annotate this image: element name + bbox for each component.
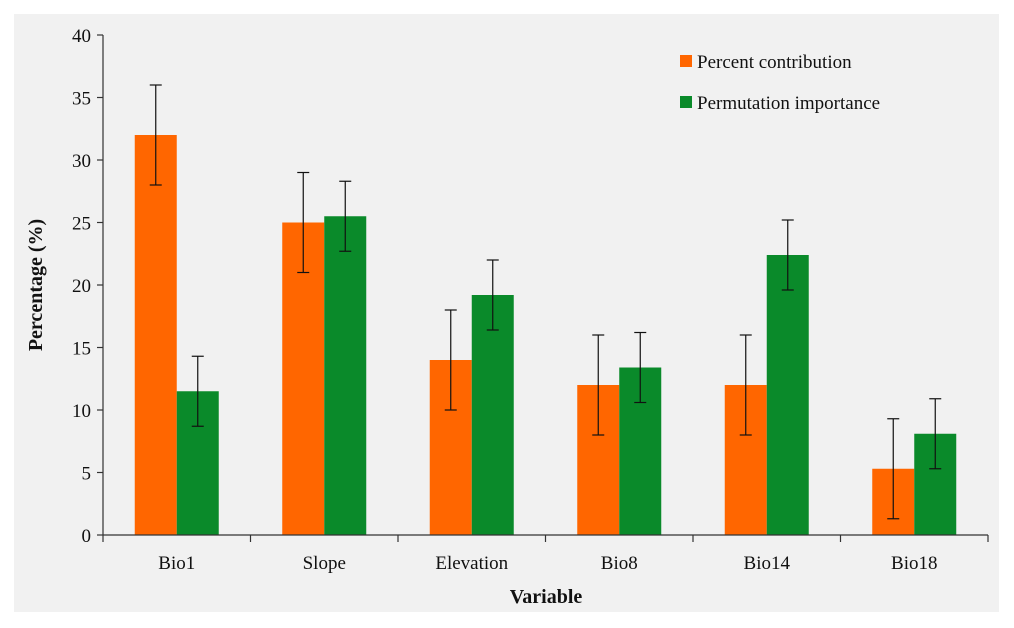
- legend-swatch: [680, 55, 692, 67]
- x-tick-label: Bio18: [891, 553, 937, 574]
- y-tick-label: 0: [82, 526, 92, 547]
- x-tick-label: Bio8: [601, 553, 638, 574]
- x-tick-label: Bio14: [744, 553, 791, 574]
- bar-percent-contribution-bio1: [134, 135, 177, 535]
- y-tick-label: 5: [82, 464, 92, 485]
- y-axis-title: Percentage (%): [25, 219, 47, 351]
- y-tick-label: 15: [72, 339, 91, 360]
- y-tick-label: 25: [72, 214, 91, 235]
- bar-percent-contribution-slope: [282, 222, 325, 535]
- y-tick-label: 10: [72, 401, 91, 422]
- bar-permutation-importance-elevation: [471, 295, 514, 535]
- legend-label: Permutation importance: [697, 93, 880, 114]
- y-tick-label: 35: [72, 89, 91, 110]
- y-tick-label: 20: [72, 276, 91, 297]
- x-tick-label: Bio1: [158, 553, 195, 574]
- x-axis-title: Variable: [510, 586, 583, 608]
- bar-permutation-importance-bio14: [766, 255, 809, 535]
- y-tick-label: 40: [72, 26, 91, 47]
- y-tick-label: 30: [72, 151, 91, 172]
- bar-permutation-importance-slope: [324, 216, 367, 535]
- x-tick-label: Elevation: [435, 553, 508, 574]
- x-tick-label: Slope: [303, 553, 346, 574]
- legend-swatch: [680, 96, 692, 108]
- legend-label: Percent contribution: [697, 52, 852, 73]
